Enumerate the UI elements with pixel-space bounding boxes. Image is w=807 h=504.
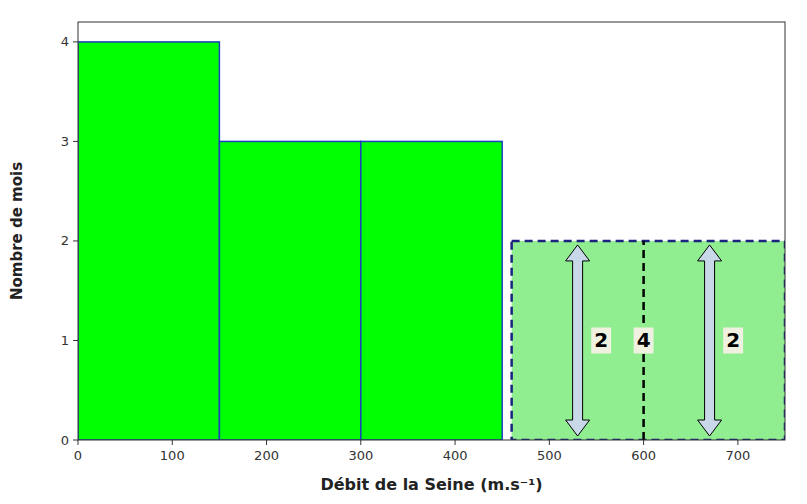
x-tick-label: 600 [631,448,656,463]
annotation-label: 2 [726,328,740,352]
annotation-label-background [723,327,743,353]
x-tick [643,440,644,445]
histogram-bar [219,141,360,440]
y-tick-label: 1 [61,333,69,348]
y-tick [73,440,78,441]
x-tick [78,440,79,445]
plot-area [78,42,785,440]
histogram-bar [78,42,219,440]
x-tick [549,440,550,445]
y-axis-label: Nombre de mois [8,162,26,300]
x-tick-label: 200 [254,448,279,463]
double-arrow [698,245,722,436]
chart-container: 2 2 4 0 100 200 300 400 500 600 700 0 1 2 3 4 Débit de l… [0,0,807,504]
x-tick [360,440,361,445]
x-tick [172,440,173,445]
plot-frame [78,22,785,440]
annotation-label: 2 [594,328,608,352]
x-tick-label: 700 [725,448,750,463]
y-tick-label: 0 [61,433,69,448]
annotation-label-background [634,327,654,353]
x-tick [455,440,456,445]
y-tick [73,141,78,142]
annotation-label: 4 [637,328,651,352]
y-tick [73,340,78,341]
y-tick-label: 3 [61,134,69,149]
x-tick-label: 100 [160,448,185,463]
y-tick [73,41,78,42]
chart: 2 2 4 0 100 200 300 400 500 600 700 0 1 2 3 4 Débit de l… [0,0,807,504]
y-tick-label: 4 [61,34,69,49]
double-arrow [566,245,590,436]
x-axis-label: Débit de la Seine (m.s⁻¹) [320,475,542,494]
x-tick [266,440,267,445]
plot-background [78,22,785,440]
x-tick-label: 400 [443,448,468,463]
y-tick-label: 2 [61,233,69,248]
histogram-bar [361,141,502,440]
x-tick-label: 300 [348,448,373,463]
annotation-box [512,241,785,440]
x-tick-label: 0 [74,448,82,463]
y-tick [73,240,78,241]
x-tick-label: 500 [537,448,562,463]
x-tick [737,440,738,445]
annotation-label-background [591,327,611,353]
